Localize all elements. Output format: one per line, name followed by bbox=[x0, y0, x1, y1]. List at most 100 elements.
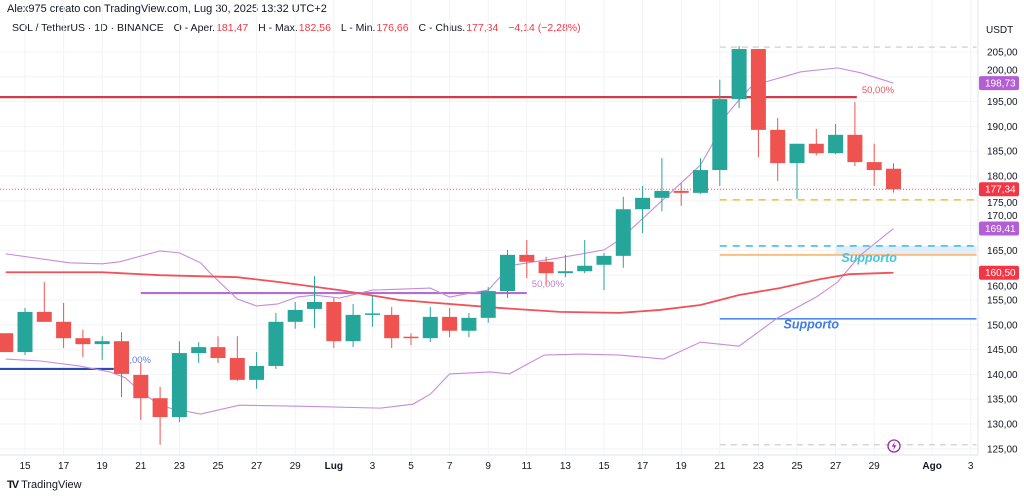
candle-body-up[interactable] bbox=[577, 265, 593, 272]
blue-fib-level-label: 50,00% bbox=[119, 355, 152, 366]
tradingview-logo[interactable]: TV TradingView bbox=[7, 479, 82, 491]
candle-body-up[interactable] bbox=[249, 365, 265, 380]
candle-body-up[interactable] bbox=[422, 316, 438, 339]
candle-body-down[interactable] bbox=[326, 301, 342, 342]
candle-body-up[interactable] bbox=[828, 134, 844, 154]
time-tick-label: Ago bbox=[922, 461, 941, 472]
candle-body-up[interactable] bbox=[654, 190, 670, 198]
high-value: 182,56 bbox=[298, 22, 331, 34]
currency-label: USDT bbox=[986, 25, 1013, 36]
candle-body-up[interactable] bbox=[461, 317, 477, 331]
candle-body-up[interactable] bbox=[307, 301, 322, 309]
candle-body-up[interactable] bbox=[345, 314, 361, 342]
time-tick-label: 11 bbox=[522, 461, 533, 472]
candle-body-down[interactable] bbox=[866, 162, 882, 171]
red-fib-level-label: 50,00% bbox=[862, 85, 895, 96]
bollinger-lower-line bbox=[5, 228, 894, 415]
price-tick-label: 155,00 bbox=[987, 296, 1018, 307]
candle-body-up[interactable] bbox=[287, 309, 303, 322]
candle-body-down[interactable] bbox=[673, 190, 689, 193]
time-tick-label: 29 bbox=[869, 461, 881, 472]
candle-body-up[interactable] bbox=[171, 353, 187, 418]
time-tick-label: 25 bbox=[791, 461, 803, 472]
time-tick-label: 29 bbox=[290, 461, 302, 472]
time-tick-label: 15 bbox=[598, 461, 610, 472]
time-tick-label: 19 bbox=[97, 461, 109, 472]
candle-body-down[interactable] bbox=[750, 49, 766, 130]
candle-body-down[interactable] bbox=[229, 358, 245, 380]
time-tick-label: 21 bbox=[135, 461, 147, 472]
candle-body-down[interactable] bbox=[538, 261, 554, 274]
candle-body-down[interactable] bbox=[133, 374, 149, 399]
candle-body-down[interactable] bbox=[114, 341, 129, 374]
candle-body-down[interactable] bbox=[75, 338, 91, 345]
price-badge: 169,41 bbox=[985, 224, 1016, 235]
purple-fib-level-label: 50,00% bbox=[532, 279, 565, 290]
time-tick-label: 17 bbox=[58, 461, 70, 472]
candle-body-up[interactable] bbox=[731, 49, 747, 100]
candle-body-down[interactable] bbox=[36, 311, 52, 322]
lightning-icon[interactable] bbox=[887, 439, 901, 453]
price-axis[interactable]: 205,00 200,00 195,00 190,00 185,00 180,00 175,… bbox=[987, 48, 1018, 456]
price-tick-label: 160,00 bbox=[987, 282, 1018, 293]
candles bbox=[0, 46, 901, 445]
time-tick-label: 3 bbox=[370, 461, 376, 472]
price-tick-label: 165,00 bbox=[987, 246, 1018, 257]
moving-average-line bbox=[5, 271, 894, 314]
candle-body-down[interactable] bbox=[847, 134, 863, 163]
tradingview-logo-icon: TV bbox=[7, 479, 19, 491]
candle-body-down[interactable] bbox=[808, 143, 824, 154]
time-tick-label: 25 bbox=[212, 461, 224, 472]
time-tick-label: 9 bbox=[485, 461, 491, 472]
candle-body-down[interactable] bbox=[152, 398, 168, 418]
candle-body-up[interactable] bbox=[364, 313, 380, 315]
candle-body-up[interactable] bbox=[94, 341, 110, 345]
price-badge-bg bbox=[979, 221, 1019, 236]
support-zone bbox=[835, 245, 977, 255]
candle-body-down[interactable] bbox=[886, 168, 901, 190]
candle-body-up[interactable] bbox=[268, 321, 284, 366]
price-tick-label: 195,00 bbox=[987, 97, 1018, 108]
candle-body-up[interactable] bbox=[17, 311, 33, 353]
price-tick-label: 145,00 bbox=[987, 345, 1018, 356]
candle-body-down[interactable] bbox=[403, 336, 419, 339]
price-tick-label: 200,00 bbox=[987, 66, 1018, 77]
candle-body-down[interactable] bbox=[0, 333, 14, 353]
close-label: C - Chius. bbox=[418, 22, 466, 34]
time-tick-label: 23 bbox=[753, 461, 765, 472]
low-value: 176,66 bbox=[376, 22, 409, 34]
time-tick-label: 7 bbox=[447, 461, 453, 472]
candle-body-up[interactable] bbox=[615, 209, 631, 256]
candle-body-down[interactable] bbox=[210, 347, 226, 359]
candle-body-up[interactable] bbox=[635, 197, 651, 210]
attribution-text: Alex975 creato con TradingView.com, Lug … bbox=[7, 3, 327, 15]
candle-body-up[interactable] bbox=[557, 271, 573, 274]
candle-body-down[interactable] bbox=[770, 129, 786, 164]
open-value: 181,47 bbox=[216, 22, 249, 34]
candle-body-down[interactable] bbox=[384, 314, 400, 339]
price-tick-label: 140,00 bbox=[987, 370, 1018, 381]
candle-body-up[interactable] bbox=[191, 347, 207, 354]
time-tick-label: 27 bbox=[830, 461, 842, 472]
candle-body-up[interactable] bbox=[596, 255, 612, 265]
candle-body-down[interactable] bbox=[519, 254, 535, 262]
price-badge: 198,73 bbox=[985, 79, 1016, 90]
price-tick-label: 130,00 bbox=[987, 420, 1018, 431]
candle-body-up[interactable] bbox=[693, 170, 708, 193]
zones bbox=[835, 245, 977, 255]
time-tick-label: 17 bbox=[637, 461, 649, 472]
candle-body-up[interactable] bbox=[789, 143, 805, 164]
time-axis[interactable]: 15 17 19 21 23 25 27 29 Lug 3 5 7 9 11 13 15 17 19 21 23 25 2… bbox=[19, 461, 973, 472]
candle-body-up[interactable] bbox=[480, 291, 496, 318]
price-tick-label: 135,00 bbox=[987, 395, 1018, 406]
candle-body-up[interactable] bbox=[500, 254, 515, 292]
price-tick-label: 190,00 bbox=[987, 122, 1018, 133]
price-tick-label: 175,00 bbox=[987, 198, 1018, 209]
candle-body-up[interactable] bbox=[712, 99, 728, 171]
candle-body-down[interactable] bbox=[442, 316, 458, 331]
time-tick-label: 21 bbox=[714, 461, 726, 472]
ohlc-legend: SOL / TetherUS · 1D · BINANCE O - Aper.1… bbox=[12, 22, 588, 34]
candle-body-down[interactable] bbox=[56, 321, 72, 339]
time-tick-label: 15 bbox=[19, 461, 31, 472]
